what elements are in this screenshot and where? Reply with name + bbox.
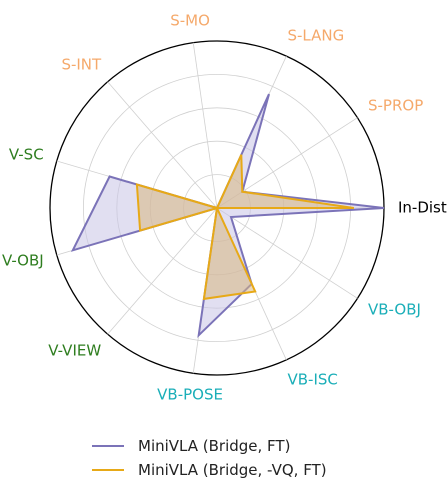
axis-label-v-sc: V-SC xyxy=(9,145,44,163)
spoke-s-int xyxy=(107,81,218,209)
axis-label-s-mo: S-MO xyxy=(170,11,210,29)
axis-label-v-view: V-VIEW xyxy=(48,341,101,359)
axis-label-vb-pose: VB-POSE xyxy=(157,386,223,404)
legend-item-series-1: MiniVLA (Bridge, FT) xyxy=(92,434,327,458)
radar-axis-labels: In-Dist S-PROP S-LANG S-MO S-INT V-SC V-OBJ V-V… xyxy=(2,11,447,403)
axis-label-s-prop: S-PROP xyxy=(368,96,423,114)
axis-label-v-obj: V-OBJ xyxy=(2,252,44,270)
axis-label-vb-isc: VB-ISC xyxy=(288,370,338,388)
axis-label-s-int: S-INT xyxy=(61,56,102,74)
spoke-vb-obj xyxy=(216,207,358,299)
axis-label-in-dist: In-Dist xyxy=(398,199,447,217)
axis-label-s-lang: S-LANG xyxy=(288,27,345,45)
legend-label-series-1: MiniVLA (Bridge, FT) xyxy=(138,437,291,455)
legend-swatch-series-1 xyxy=(92,445,124,447)
series-1-area xyxy=(70,93,385,339)
legend-item-series-2: MiniVLA (Bridge, -VQ, FT) xyxy=(92,458,327,482)
spoke-v-view xyxy=(107,207,218,335)
radar-series xyxy=(70,93,385,339)
legend-swatch-series-2 xyxy=(92,469,124,471)
axis-label-vb-obj: VB-OBJ xyxy=(368,301,421,319)
legend: MiniVLA (Bridge, FT) MiniVLA (Bridge, -V… xyxy=(92,434,327,482)
legend-label-series-2: MiniVLA (Bridge, -VQ, FT) xyxy=(138,461,327,479)
radar-chart: In-Dist S-PROP S-LANG S-MO S-INT V-SC V-OBJ V-V… xyxy=(2,11,447,403)
spoke-s-mo xyxy=(192,42,218,209)
series-2-area xyxy=(135,154,355,301)
